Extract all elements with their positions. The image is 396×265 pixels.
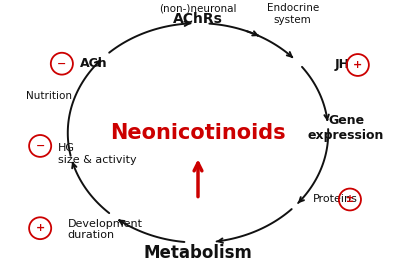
Text: Endocrine
system: Endocrine system xyxy=(267,3,319,25)
Text: AChRs: AChRs xyxy=(173,12,223,26)
Text: (non-)neuronal: (non-)neuronal xyxy=(159,4,237,14)
Text: HG
size & activity: HG size & activity xyxy=(58,143,137,165)
Text: ±: ± xyxy=(346,195,354,205)
Text: Neonicotinoids: Neonicotinoids xyxy=(110,123,286,143)
Text: Metabolism: Metabolism xyxy=(144,244,252,262)
Text: JH: JH xyxy=(334,59,349,72)
Text: Development
duration: Development duration xyxy=(68,219,143,240)
Text: Proteins: Proteins xyxy=(312,195,357,205)
Text: +: + xyxy=(36,223,45,233)
Text: −: − xyxy=(57,59,67,69)
Text: ACh: ACh xyxy=(80,57,107,70)
Text: Gene
expression: Gene expression xyxy=(308,114,384,142)
Text: Nutrition: Nutrition xyxy=(27,91,72,101)
Text: +: + xyxy=(353,60,362,70)
Text: −: − xyxy=(36,141,45,151)
